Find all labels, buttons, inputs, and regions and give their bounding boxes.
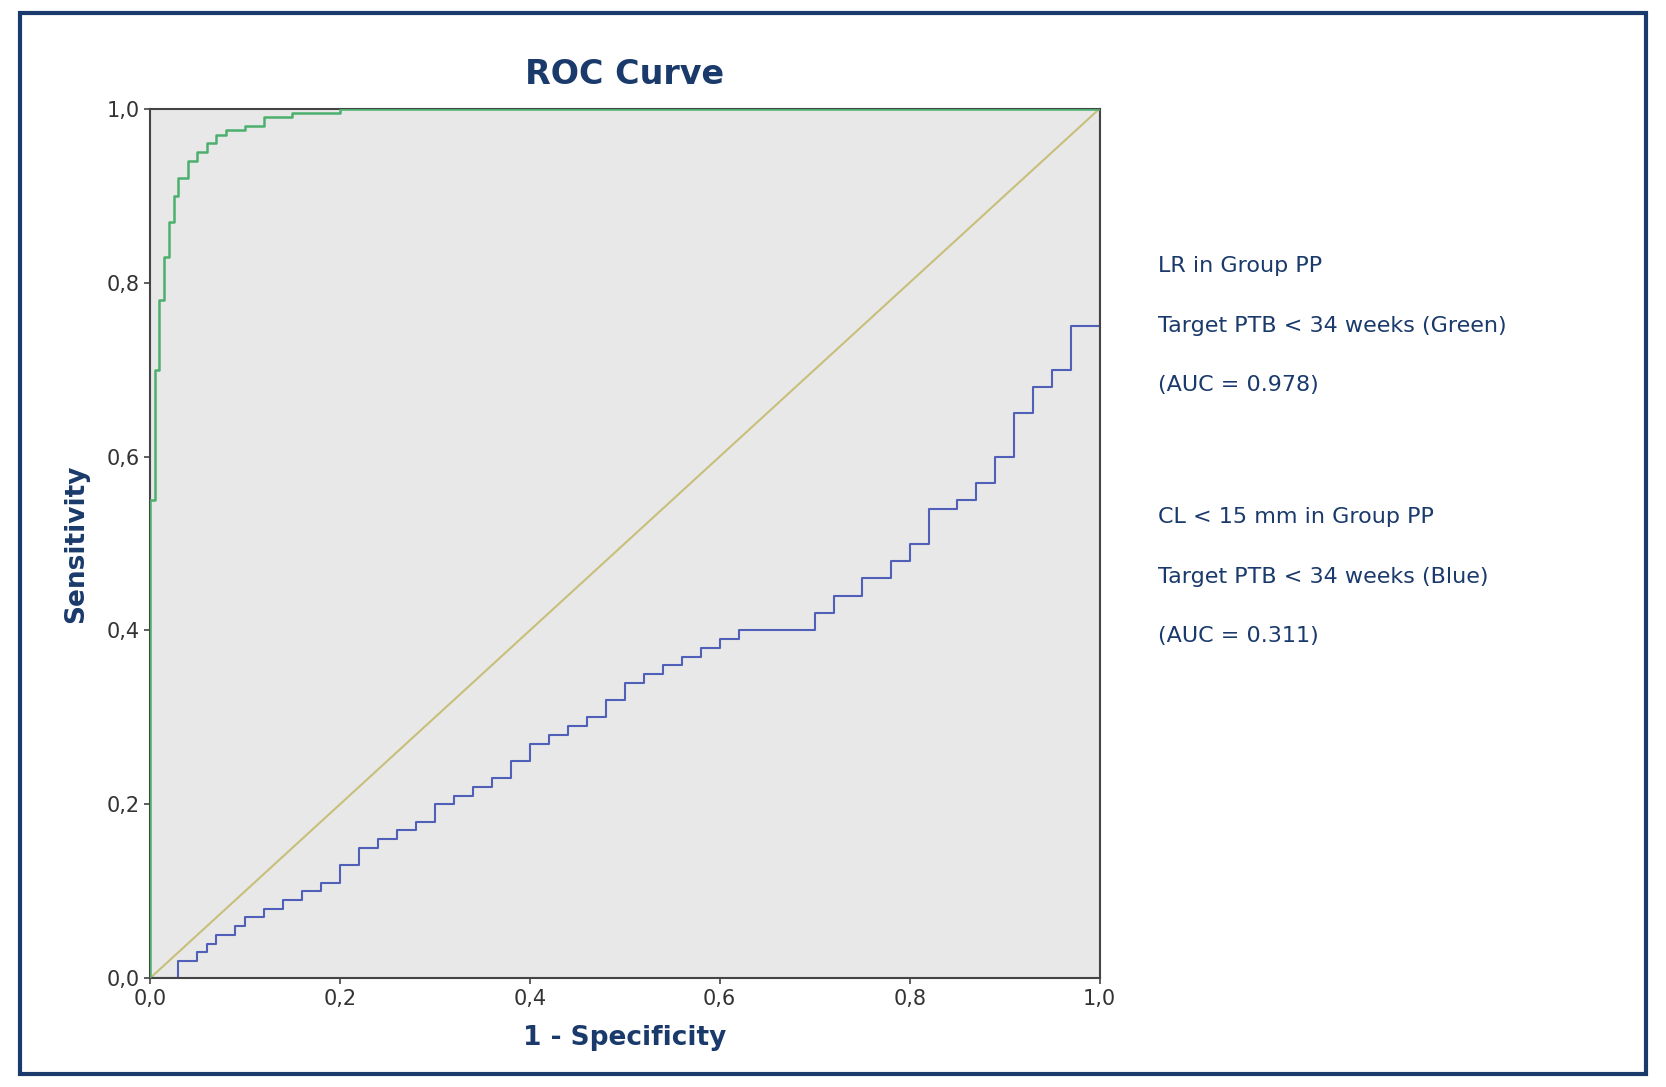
Text: (AUC = 0.311): (AUC = 0.311) bbox=[1158, 626, 1318, 647]
Title: ROC Curve: ROC Curve bbox=[525, 58, 725, 90]
Text: CL < 15 mm in Group PP: CL < 15 mm in Group PP bbox=[1158, 507, 1434, 527]
X-axis label: 1 - Specificity: 1 - Specificity bbox=[523, 1025, 726, 1051]
Text: LR in Group PP: LR in Group PP bbox=[1158, 255, 1323, 276]
Text: (AUC = 0.978): (AUC = 0.978) bbox=[1158, 375, 1318, 396]
Y-axis label: Sensitivity: Sensitivity bbox=[63, 464, 90, 623]
Text: Target PTB < 34 weeks (Blue): Target PTB < 34 weeks (Blue) bbox=[1158, 566, 1488, 587]
Text: Target PTB < 34 weeks (Green): Target PTB < 34 weeks (Green) bbox=[1158, 315, 1506, 336]
